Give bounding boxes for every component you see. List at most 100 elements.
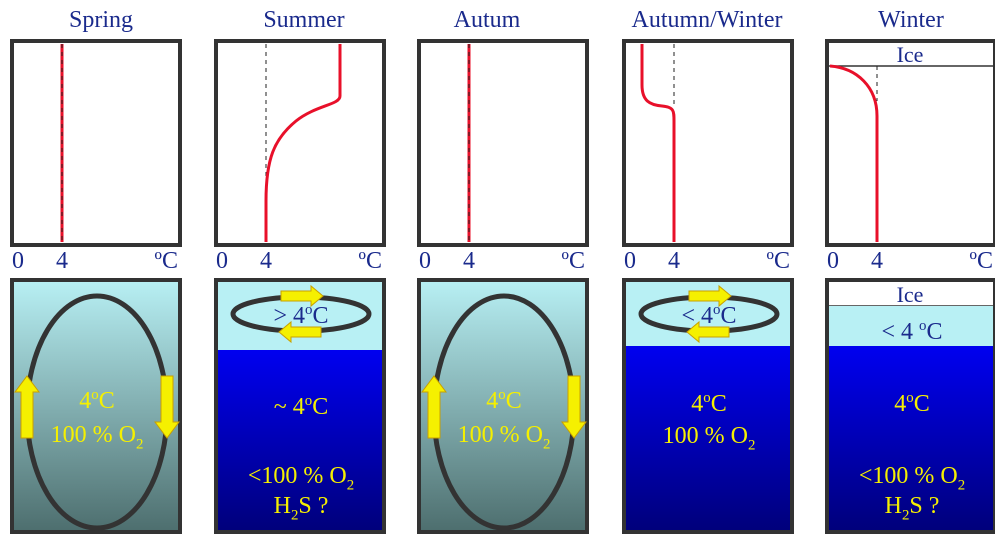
water-layers [827,280,995,532]
water-label-temp-suffix: C [711,391,727,417]
ice-layer [827,280,995,306]
axis-label-unit: ºC [562,248,585,274]
water-label-deep-temp-main: ~ 4 [274,394,305,420]
water-label-h2s: H2S ? [274,493,329,524]
water-label-temp-main: 4 [486,388,498,414]
water-label-h2s: H2S ? [885,493,940,524]
hypolimnion-layer [624,346,792,532]
water-label-temp-superscript: o [91,387,98,403]
water-label-temp-suffix: C [99,388,115,414]
deep-water-layer [827,346,995,532]
axis-label-unit: ºC [155,248,178,274]
water-column-frame [417,278,589,534]
ice-label: Ice [897,42,924,67]
ice-label: Ice [897,282,924,307]
temperature-profile-line [264,44,342,242]
water-layers [12,280,180,532]
water-label-deep-temp-suffix: C [312,394,328,420]
upward-circulation-arrow [421,375,447,439]
water-label-temp-main: 4 [894,391,906,417]
axis-label-unit: ºC [970,248,993,274]
water-label-oxygen-main: <100 % O [859,463,958,489]
water-label-oxygen: <100 % O2 [859,463,965,494]
water-label-oxygen-main: 100 % O [51,422,136,448]
water-label-oxygen: 100 % O2 [51,422,144,453]
profile-frame [214,39,386,247]
leftward-circulation-arrow [278,320,322,344]
water-label-surface-temp: < 4oC [682,302,737,329]
water-label-temp: 4oC [894,390,929,417]
water-label-h2s-suffix: S ? [298,493,328,519]
downward-circulation-arrow [154,375,180,439]
axis-label-unit: ºC [767,248,790,274]
mixed-water-layer [12,280,180,532]
water-label-temp-suffix: C [914,391,930,417]
axis-label-zero: 0 [216,248,228,274]
water-label-temp: 4oC [691,390,726,417]
axis-label-four: 4 [668,248,680,274]
water-label-surface-temp-suffix: C [312,303,328,329]
downward-circulation-arrow [561,375,587,439]
water-label-surface-temp-superscript: o [919,318,926,334]
water-label-oxygen-main: 100 % O [458,422,543,448]
water-label-oxygen-main: <100 % O [248,463,347,489]
hypolimnion-layer [216,350,384,532]
axis-label-four: 4 [871,248,883,274]
panel-title: Autum [454,7,521,33]
rightward-circulation-arrow [688,284,732,308]
water-label-deep-temp-superscript: o [305,393,312,409]
rightward-circulation-arrow [280,284,324,308]
temperature-profile-line [829,64,879,242]
profile-frame [622,39,794,247]
water-label-temp-suffix: C [506,388,522,414]
water-label-surface-temp-main: < 4 [682,303,714,329]
water-label-oxygen-subscript: 2 [958,478,965,494]
profile-frame [825,39,995,247]
panel-title: Summer [263,7,344,33]
water-label-surface-temp-suffix: C [720,303,736,329]
temperature-profile [10,39,182,247]
axis-label-four: 4 [56,248,68,274]
temperature-profile-line [640,44,676,242]
water-column: 4oC 100 % O2 [10,278,182,534]
water-label-oxygen: <100 % O2 [248,463,354,494]
water-label-temp-main: 4 [79,388,91,414]
water-label-deep-temp: ~ 4oC [274,393,328,420]
water-label-h2s-main: H [885,493,902,519]
cold-surface-layer [827,306,995,346]
water-label-oxygen-subscript: 2 [543,437,550,453]
water-layers [216,280,384,532]
water-layers [419,280,587,532]
water-label-h2s-subscript: 2 [902,508,909,524]
water-label-temp-superscript: o [906,390,913,406]
axis-label-zero: 0 [827,248,839,274]
temperature-profile [622,39,794,247]
mixed-water-layer [419,280,587,532]
panel-autum: Autum 0 4 ºC 4oC 100 % O2 [417,7,589,534]
water-label-temp-superscript: o [703,390,710,406]
temperature-profile: Ice [825,39,995,247]
upward-circulation-arrow [14,375,40,439]
panel-title: Autumn/Winter [631,7,782,33]
water-label-oxygen: 100 % O2 [458,422,551,453]
axis-label-four: 4 [463,248,475,274]
water-label-h2s-main: H [274,493,291,519]
water-column-frame [214,278,386,534]
water-column-frame [10,278,182,534]
axis-label-zero: 0 [12,248,24,274]
temperature-profile [214,39,386,247]
axis-label-zero: 0 [419,248,431,274]
water-column: 4oC 100 % O2 [417,278,589,534]
water-label-surface-temp: > 4oC [274,302,329,329]
water-label-temp: 4oC [486,387,521,414]
water-label-oxygen-subscript: 2 [136,437,143,453]
profile-frame [417,39,589,247]
water-label-oxygen: 100 % O2 [663,423,756,454]
axis-label-four: 4 [260,248,272,274]
